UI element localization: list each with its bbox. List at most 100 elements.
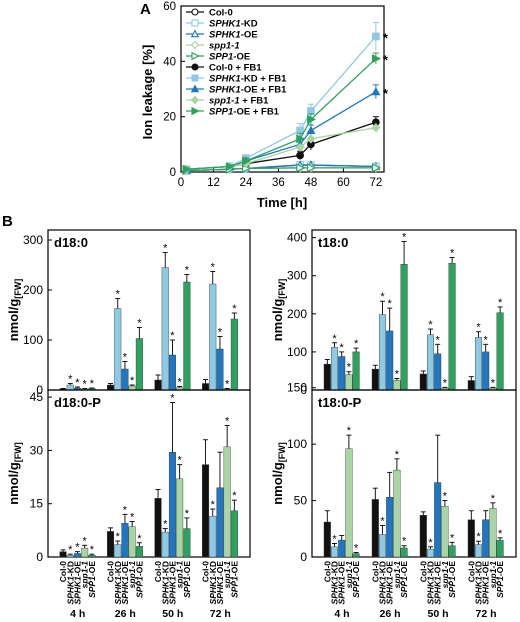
bar xyxy=(448,262,456,391)
legend-marker xyxy=(191,8,199,16)
timepoint-label: 26 h xyxy=(115,608,136,620)
genotype-label: SPHK1-KD xyxy=(65,561,75,604)
significance-star: * xyxy=(383,30,389,45)
bar xyxy=(216,487,224,558)
legend-label: spp1-1 + FB1 xyxy=(209,96,269,107)
significance-star: * xyxy=(137,533,142,545)
bar xyxy=(434,482,442,558)
legend-marker xyxy=(191,19,199,27)
significance-star: * xyxy=(491,377,496,389)
significance-star: * xyxy=(380,291,385,303)
significance-star: * xyxy=(90,544,95,556)
legend-label: SPHK1-KD + FB1 xyxy=(209,74,287,85)
data-point xyxy=(296,151,304,160)
bar xyxy=(475,544,483,558)
panel-a-xlabel: Time [h] xyxy=(257,195,307,210)
legend-label: Col-0 xyxy=(209,8,233,19)
y-tick-label: 150 xyxy=(287,381,307,395)
bar xyxy=(345,448,353,558)
significance-star: * xyxy=(498,297,503,309)
x-tick-label: 60 xyxy=(337,177,350,189)
bar xyxy=(323,521,331,558)
bar xyxy=(114,308,122,391)
bar xyxy=(135,546,143,558)
bar xyxy=(183,528,191,558)
timepoint-label: 50 h xyxy=(427,608,448,620)
bar xyxy=(216,348,224,391)
significance-star: * xyxy=(170,330,175,342)
significance-star: * xyxy=(211,262,216,274)
genotype-label: spp1-1 xyxy=(344,561,354,589)
genotype-label: SPHK1-KD xyxy=(378,561,388,604)
bar xyxy=(176,478,184,558)
genotype-label: SPHK1-KD xyxy=(208,561,218,604)
legend-marker xyxy=(191,106,200,116)
legend-marker xyxy=(190,84,200,93)
genotype-label: SPP1-OE xyxy=(351,561,361,598)
ion-leakage-legend: Col-0SPHK1-KDSPHK1-OEspp1-1SPP1-OECol-0 … xyxy=(186,8,287,118)
bar xyxy=(448,545,456,558)
bar xyxy=(371,499,379,558)
significance-star: * xyxy=(476,322,481,334)
series-line xyxy=(186,121,377,170)
legend-marker xyxy=(191,51,200,61)
x-tick-label: 48 xyxy=(305,177,318,189)
bar xyxy=(154,498,162,558)
legend-marker xyxy=(190,40,200,50)
significance-star: * xyxy=(75,542,80,554)
plot-frame xyxy=(47,389,251,558)
genotype-label: SPP1-OE xyxy=(399,561,409,598)
bar xyxy=(168,451,176,558)
significance-star: * xyxy=(163,519,168,531)
legend-label: SPP1-OE + FB1 xyxy=(209,107,280,118)
bar xyxy=(400,264,408,391)
bar xyxy=(475,337,483,391)
significance-star: * xyxy=(402,536,407,548)
significance-star: * xyxy=(185,265,190,277)
significance-star: * xyxy=(232,490,237,502)
panel-a-label: A xyxy=(140,1,151,18)
bar xyxy=(121,523,129,558)
genotype-label: SPHK1-KD xyxy=(160,561,170,604)
bar xyxy=(223,446,231,558)
bar xyxy=(386,330,394,391)
bar xyxy=(209,283,217,391)
bar xyxy=(338,539,346,558)
bar xyxy=(161,267,169,391)
data-point xyxy=(371,122,381,133)
timepoint-label: 50 h xyxy=(162,608,183,620)
significance-star: * xyxy=(395,449,400,461)
data-point xyxy=(295,142,305,152)
significance-star: * xyxy=(380,515,385,527)
data-point xyxy=(371,86,381,96)
y-tick-label: 100 xyxy=(23,333,43,347)
data-point xyxy=(242,156,252,166)
significance-star: * xyxy=(436,334,441,346)
bar xyxy=(338,356,346,391)
bar xyxy=(441,506,449,558)
significance-star: * xyxy=(170,392,175,404)
ion-leakage-line-chart: 0 12 24 36 48 60 72 0 20 40 60 * * * xyxy=(163,1,389,189)
genotype-label: SPP1-OE xyxy=(182,561,192,598)
genotype-label: spp1-1 xyxy=(488,561,498,589)
data-point xyxy=(225,161,235,171)
y-tick-label: 0 xyxy=(170,167,176,179)
legend-label: spp1-1 xyxy=(209,41,240,52)
significance-star: * xyxy=(68,374,73,386)
genotype-label: spp1-1 xyxy=(127,561,137,589)
plot-frame xyxy=(180,5,385,173)
genotype-label: Col-0 xyxy=(370,561,380,583)
genotype-label: SPP1-OE xyxy=(495,561,505,598)
genotype-label: SPHK1-KD xyxy=(113,561,123,604)
genotype-label: SPP1-OE xyxy=(134,561,144,598)
bar xyxy=(154,379,162,391)
significance-star: * xyxy=(83,535,88,547)
bar xyxy=(209,515,217,558)
y-tick-label: 0 xyxy=(300,383,307,397)
significance-star: * xyxy=(428,537,433,549)
y-tick-label: 200 xyxy=(287,307,307,321)
legend-label: SPP1-OE xyxy=(209,52,250,63)
genotype-label: Col-0 xyxy=(153,561,163,583)
genotype-label: spp1-1 xyxy=(440,561,450,589)
